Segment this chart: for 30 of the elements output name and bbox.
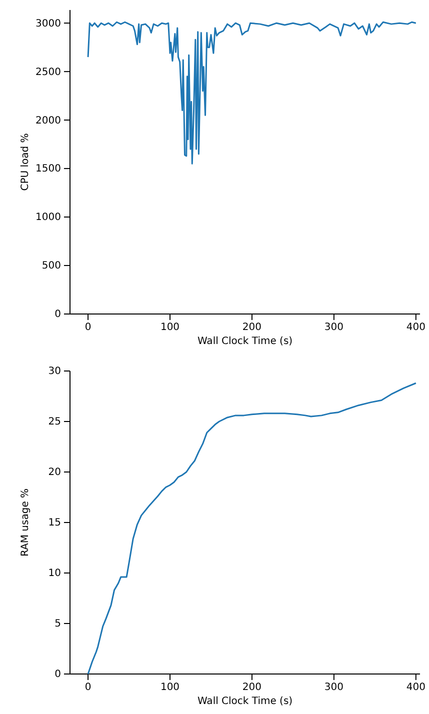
y-tick-label: 2000	[36, 115, 61, 126]
line-series	[87, 21, 417, 164]
x-tick-label: 0	[84, 322, 92, 334]
x-axis-title: Wall Clock Time (s)	[197, 696, 293, 707]
y-tick-label: 15	[48, 518, 61, 529]
x-axis-title: Wall Clock Time (s)	[197, 336, 293, 347]
y-tick-label: 1000	[36, 212, 61, 224]
x-tick-label: 300	[324, 322, 344, 334]
y-tick-label: 25	[48, 416, 61, 428]
y-tick-label: 30	[48, 366, 61, 378]
y-tick-label: 2500	[36, 66, 61, 78]
x-tick-label: 100	[160, 322, 180, 334]
y-tick-label: 10	[48, 568, 61, 580]
x-tick-label: 0	[84, 682, 92, 694]
y-tick-label: 0	[54, 669, 61, 680]
y-tick-label: 1500	[36, 164, 61, 175]
y-axis-title: CPU load %	[20, 133, 31, 191]
x-tick-label: 100	[160, 682, 180, 694]
y-axis-title: RAM usage %	[20, 488, 31, 557]
y-tick-label: 0	[54, 309, 61, 320]
x-tick-label: 400	[406, 322, 426, 334]
x-tick-label: 200	[242, 682, 262, 694]
x-tick-label: 300	[324, 682, 344, 694]
y-tick-label: 20	[48, 467, 61, 478]
x-tick-label: 200	[242, 322, 262, 334]
y-tick-label: 5	[54, 618, 61, 630]
x-tick-label: 400	[406, 682, 426, 694]
line-series	[87, 382, 417, 675]
y-tick-label: 500	[42, 260, 61, 272]
y-tick-label: 3000	[36, 18, 61, 30]
